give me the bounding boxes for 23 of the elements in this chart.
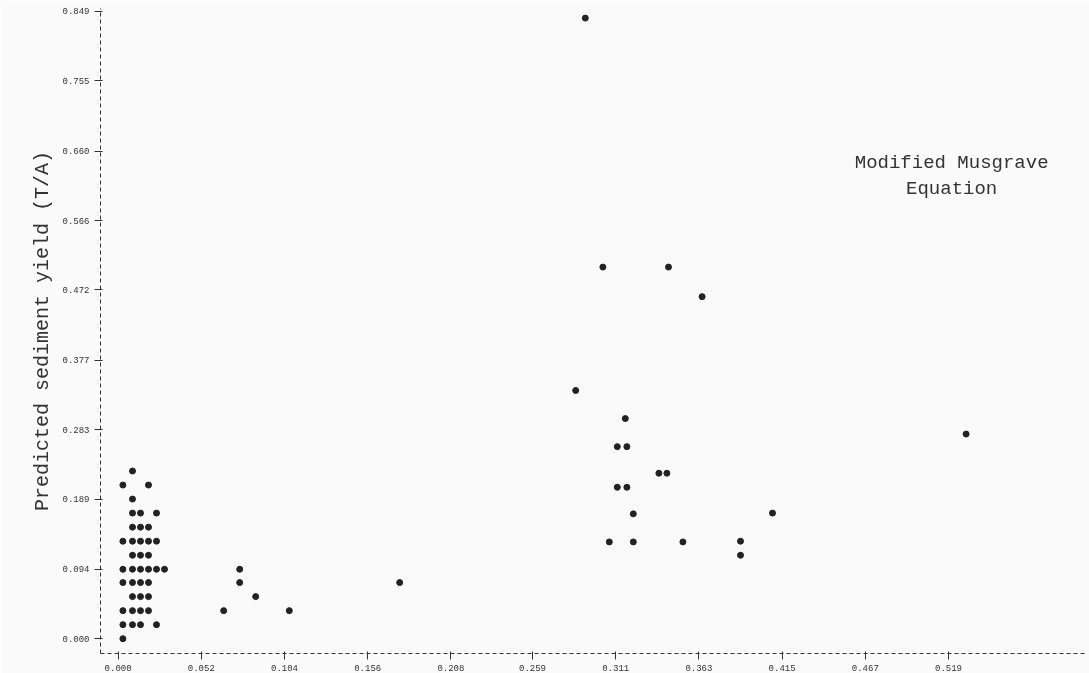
y-tick-label: 0.094 xyxy=(62,565,90,576)
x-tick-label: 0.259 xyxy=(519,663,547,673)
y-tick-label: 0.283 xyxy=(62,425,90,436)
y-tick-label: 0.000 xyxy=(62,634,90,645)
y-tick-label: 0.472 xyxy=(62,285,90,296)
y-tick-label: 0.755 xyxy=(62,76,90,87)
y-tick-label: 0.849 xyxy=(62,7,90,18)
x-tick-label: 0.052 xyxy=(187,663,215,673)
x-tick-label: 0.311 xyxy=(602,663,630,673)
text: Modified Musgrave Equation xyxy=(854,152,1049,201)
y-axis-title: Predicted sediment yield (T/A) xyxy=(31,150,55,512)
x-tick-label: 0.104 xyxy=(271,663,299,673)
x-tick-label: 0.467 xyxy=(851,663,879,673)
x-tick-label: 0.208 xyxy=(437,663,465,673)
y-tick-label: 0.660 xyxy=(62,147,90,158)
y-tick-label: 0.377 xyxy=(62,356,90,367)
x-tick-label: 0.156 xyxy=(354,663,382,673)
x-tick-label: 0.415 xyxy=(768,663,796,673)
x-tick-label: 0.519 xyxy=(935,663,963,673)
x-tick-label: 0.000 xyxy=(104,663,132,673)
y-tick-label: 0.566 xyxy=(62,216,90,227)
x-tick-label: 0.363 xyxy=(685,663,713,673)
y-tick-label: 0.189 xyxy=(62,495,90,506)
